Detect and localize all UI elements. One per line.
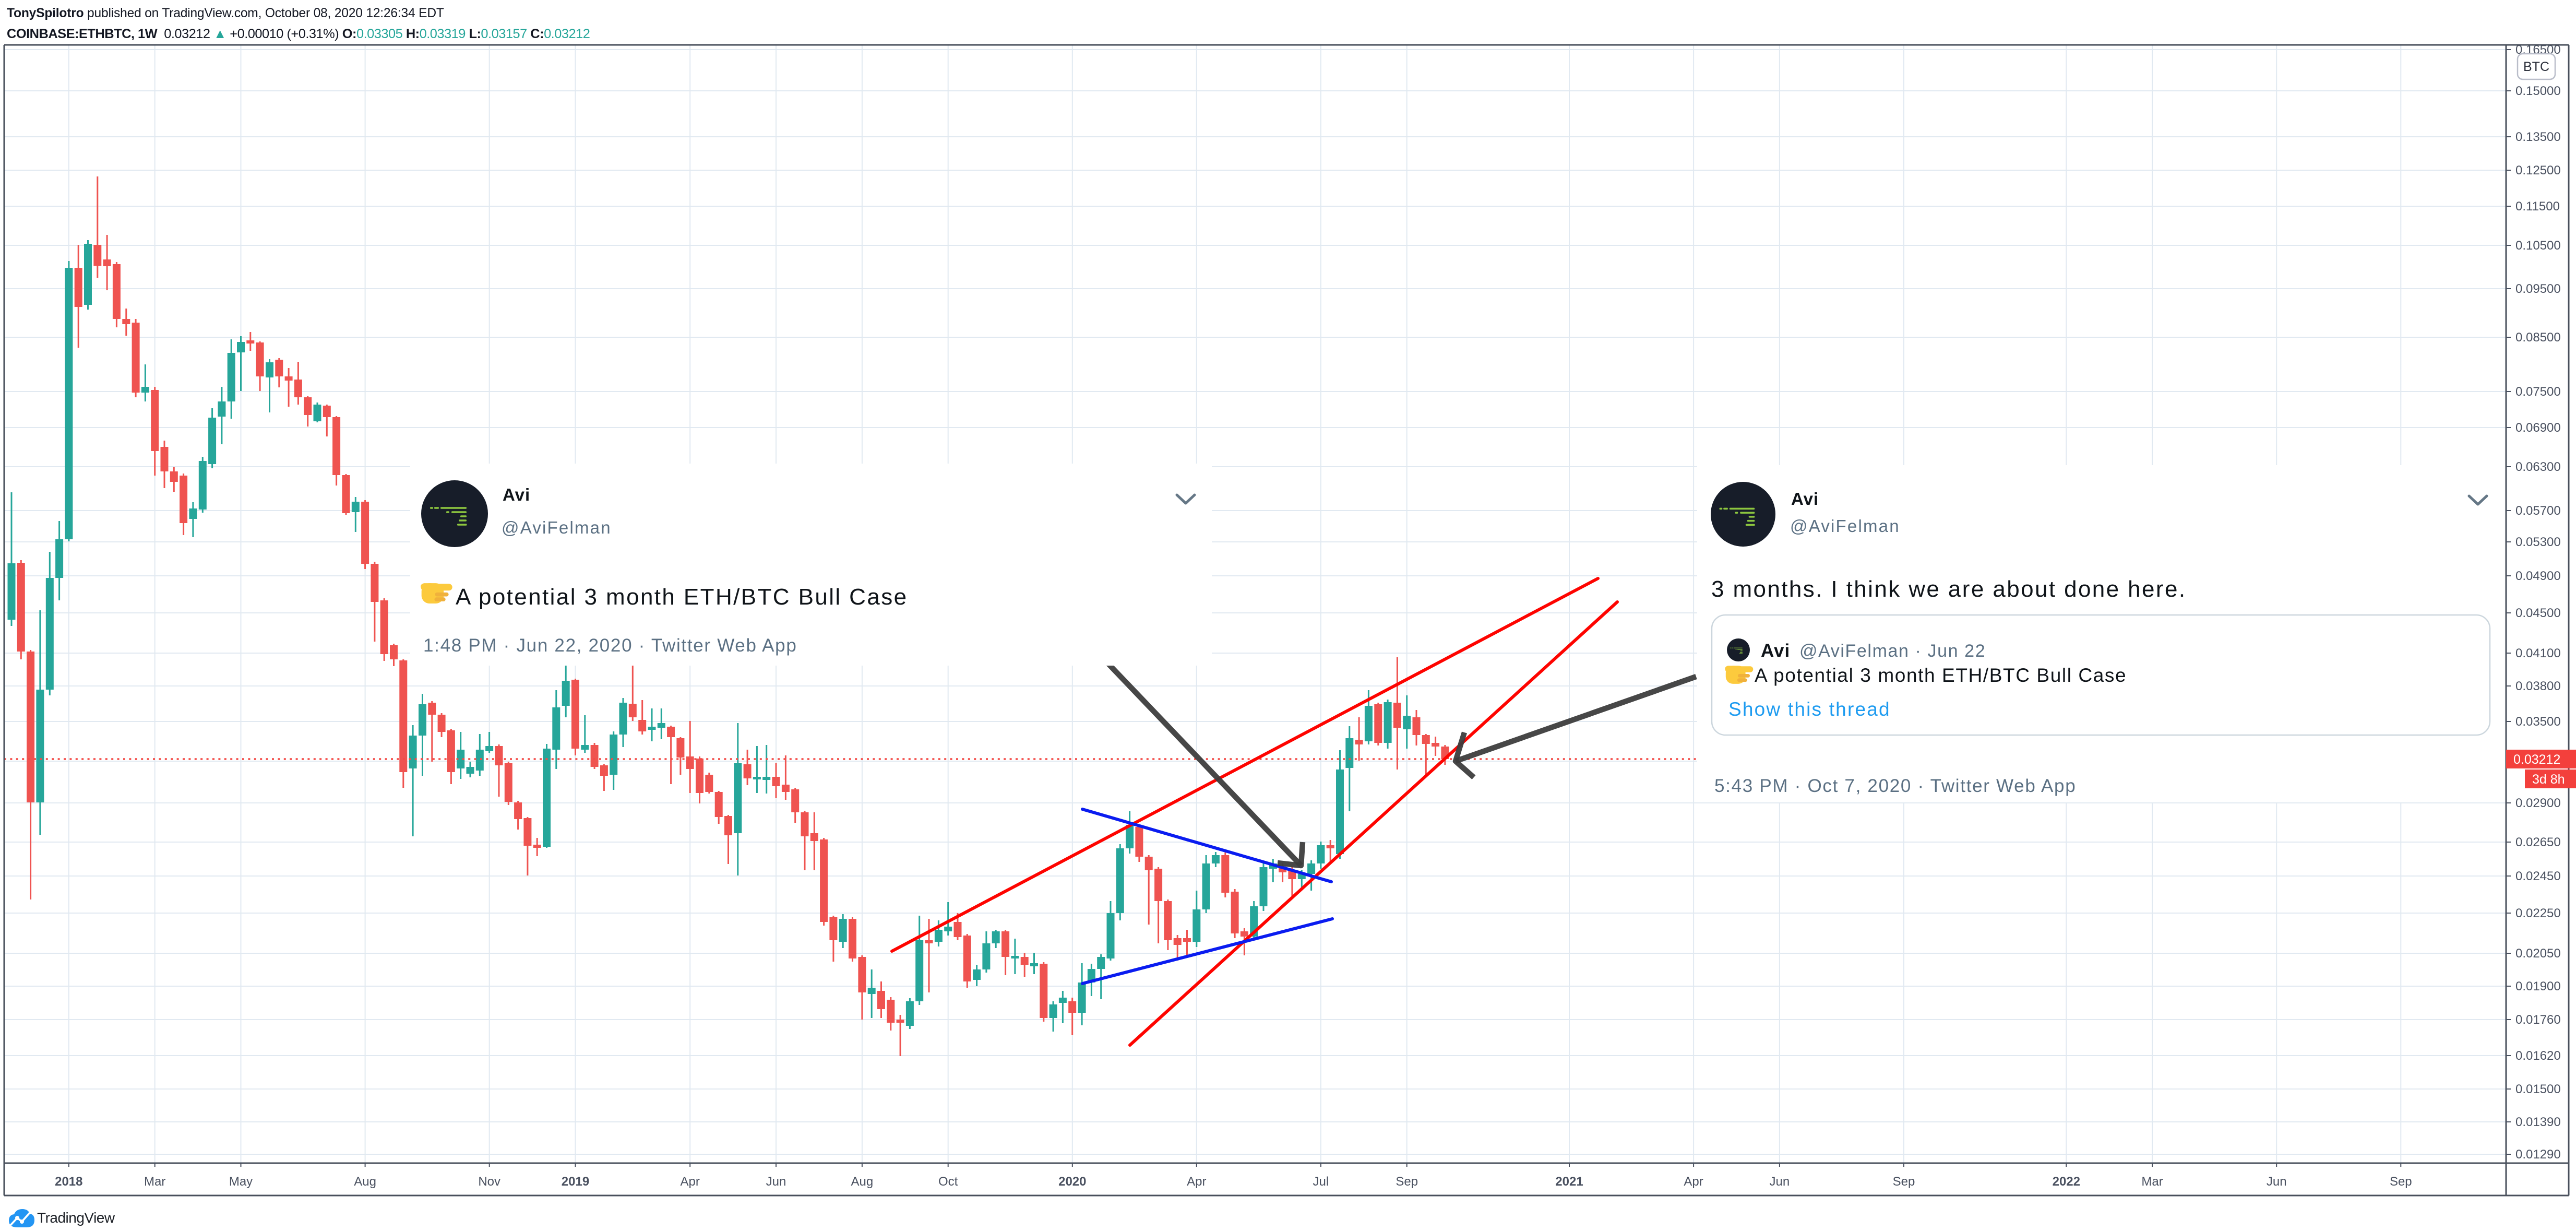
svg-text:0.04100: 0.04100: [2515, 646, 2561, 660]
svg-text:TonySpilotro published on Trad: TonySpilotro published on TradingView.co…: [7, 6, 444, 20]
svg-text:0.05700: 0.05700: [2515, 504, 2561, 518]
svg-text:Apr: Apr: [681, 1175, 700, 1189]
svg-text:Apr: Apr: [1187, 1175, 1206, 1189]
svg-text:0.02650: 0.02650: [2515, 835, 2561, 849]
svg-text:Sep: Sep: [1893, 1175, 1915, 1189]
svg-text:2020: 2020: [1058, 1175, 1086, 1189]
svg-text:Apr: Apr: [1684, 1175, 1703, 1189]
svg-text:@AviFelman: @AviFelman: [1790, 516, 1900, 536]
svg-text:0.10500: 0.10500: [2515, 239, 2561, 253]
svg-text:0.03800: 0.03800: [2515, 679, 2561, 693]
svg-text:0.01500: 0.01500: [2515, 1082, 2561, 1096]
svg-text:2021: 2021: [1555, 1175, 1583, 1189]
svg-text:TradingView: TradingView: [37, 1210, 115, 1226]
svg-text:Aug: Aug: [354, 1175, 376, 1189]
svg-text:5:43 PM · Oct 7, 2020 · Twitte: 5:43 PM · Oct 7, 2020 · Twitter Web App: [1714, 776, 2076, 796]
svg-text:May: May: [229, 1175, 253, 1189]
svg-text:0.12500: 0.12500: [2515, 163, 2561, 177]
svg-text:0.02900: 0.02900: [2515, 796, 2561, 810]
svg-text:0.05300: 0.05300: [2515, 535, 2561, 549]
svg-text:0.09500: 0.09500: [2515, 282, 2561, 296]
svg-text:0.15000: 0.15000: [2515, 84, 2561, 98]
svg-text:0.03212: 0.03212: [2513, 752, 2560, 767]
svg-text:2022: 2022: [2053, 1175, 2080, 1189]
svg-text:Jun: Jun: [1770, 1175, 1790, 1189]
svg-text:0.07500: 0.07500: [2515, 385, 2561, 399]
svg-text:0.11500: 0.11500: [2515, 199, 2560, 214]
svg-text:Sep: Sep: [1396, 1175, 1418, 1189]
svg-text:0.02050: 0.02050: [2515, 946, 2561, 961]
svg-text:Avi: Avi: [1761, 641, 1790, 661]
svg-text:0.08500: 0.08500: [2515, 330, 2561, 345]
svg-text:Show this thread: Show this thread: [1728, 699, 1891, 720]
svg-text:1:48 PM · Jun 22, 2020 · Twitt: 1:48 PM · Jun 22, 2020 · Twitter Web App: [423, 635, 797, 656]
svg-text:Nov: Nov: [478, 1175, 500, 1189]
svg-text:0.06900: 0.06900: [2515, 421, 2561, 435]
svg-text:A potential 3 month ETH/BTC Bu: A potential 3 month ETH/BTC Bull Case: [456, 584, 908, 610]
svg-text:Sep: Sep: [2390, 1175, 2412, 1189]
svg-text:Avi: Avi: [1791, 489, 1819, 508]
svg-text:0.01620: 0.01620: [2515, 1049, 2561, 1063]
svg-text:0.06300: 0.06300: [2515, 460, 2561, 474]
svg-text:A potential 3 month ETH/BTC Bu: A potential 3 month ETH/BTC Bull Case: [1755, 665, 2127, 686]
svg-text:2019: 2019: [562, 1175, 589, 1189]
svg-text:0.03500: 0.03500: [2515, 715, 2561, 729]
svg-text:0.01390: 0.01390: [2515, 1115, 2561, 1129]
svg-text:2018: 2018: [55, 1175, 82, 1189]
svg-text:0.04900: 0.04900: [2515, 569, 2561, 583]
svg-text:Mar: Mar: [144, 1175, 165, 1189]
svg-text:0.02250: 0.02250: [2515, 906, 2561, 920]
svg-text:Mar: Mar: [2141, 1175, 2163, 1189]
svg-text:3 months. I think we are about: 3 months. I think we are about done here…: [1711, 576, 2186, 602]
svg-text:0.02450: 0.02450: [2515, 869, 2561, 883]
svg-text:3d 8h: 3d 8h: [2532, 772, 2565, 787]
svg-text:Oct: Oct: [938, 1175, 958, 1189]
svg-text:COINBASE:ETHBTC, 1W 0.03212 ▲: COINBASE:ETHBTC, 1W 0.03212 ▲ +0.00010 (…: [7, 27, 590, 41]
svg-text:@AviFelman · Jun 22: @AviFelman · Jun 22: [1799, 641, 1986, 661]
svg-text:Avi: Avi: [503, 485, 530, 504]
svg-text:Jul: Jul: [1313, 1175, 1329, 1189]
svg-text:BTC: BTC: [2523, 60, 2549, 74]
svg-text:0.01760: 0.01760: [2515, 1013, 2561, 1027]
svg-text:Jun: Jun: [766, 1175, 786, 1189]
svg-text:Jun: Jun: [2267, 1175, 2287, 1189]
svg-text:0.01290: 0.01290: [2515, 1147, 2561, 1162]
svg-text:@AviFelman: @AviFelman: [502, 518, 612, 537]
svg-text:0.01900: 0.01900: [2515, 979, 2561, 993]
svg-text:0.04500: 0.04500: [2515, 606, 2561, 620]
svg-text:Aug: Aug: [851, 1175, 874, 1189]
svg-text:0.13500: 0.13500: [2515, 130, 2561, 144]
